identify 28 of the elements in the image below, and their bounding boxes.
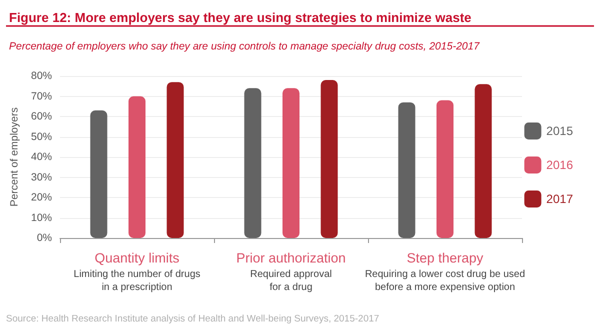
- bar: [320, 80, 338, 238]
- bar: [474, 84, 492, 238]
- legend-label: 2017: [546, 192, 574, 206]
- bar: [436, 100, 454, 238]
- y-tick-label: 30%: [30, 171, 52, 184]
- bar: [282, 88, 300, 238]
- y-tick-label: 10%: [30, 212, 52, 224]
- y-tick-label: 60%: [30, 110, 52, 122]
- bar: [90, 110, 108, 238]
- bar: [128, 96, 146, 238]
- x-tick-label: Quantity limits Limiting the number of drugs in a prescription: [74, 250, 200, 293]
- chart-title: Figure 12: More employers say they are using strategies to minimize waste: [9, 10, 472, 25]
- y-tick-label: 80%: [30, 70, 52, 82]
- x-tick-label: Step therapy Requiring a lower cost drug be used before a more expensive option: [364, 250, 526, 293]
- y-tick-label: 0%: [36, 232, 52, 244]
- bar: [398, 102, 416, 238]
- legend-label: 2016: [546, 158, 574, 172]
- y-tick-label: 70%: [30, 90, 52, 102]
- y-tick-label: 40%: [30, 151, 52, 163]
- bar: [166, 82, 184, 238]
- bar: [244, 88, 262, 238]
- source-note: Source: Health Research Institute analysis of Health and Well-being Surveys, 2015-2017: [6, 314, 380, 324]
- y-tick-label: 20%: [30, 192, 52, 204]
- x-tick-label: Prior authorization Required approval for a drug: [236, 250, 346, 293]
- y-axis-title: Percent of employers: [8, 107, 20, 207]
- y-tick-label: 50%: [30, 130, 52, 143]
- legend-label: 2015: [546, 124, 574, 138]
- chart-subtitle: Percentage of employers who say they are using controls to manage specialty drug costs, 2015-2017: [9, 40, 481, 52]
